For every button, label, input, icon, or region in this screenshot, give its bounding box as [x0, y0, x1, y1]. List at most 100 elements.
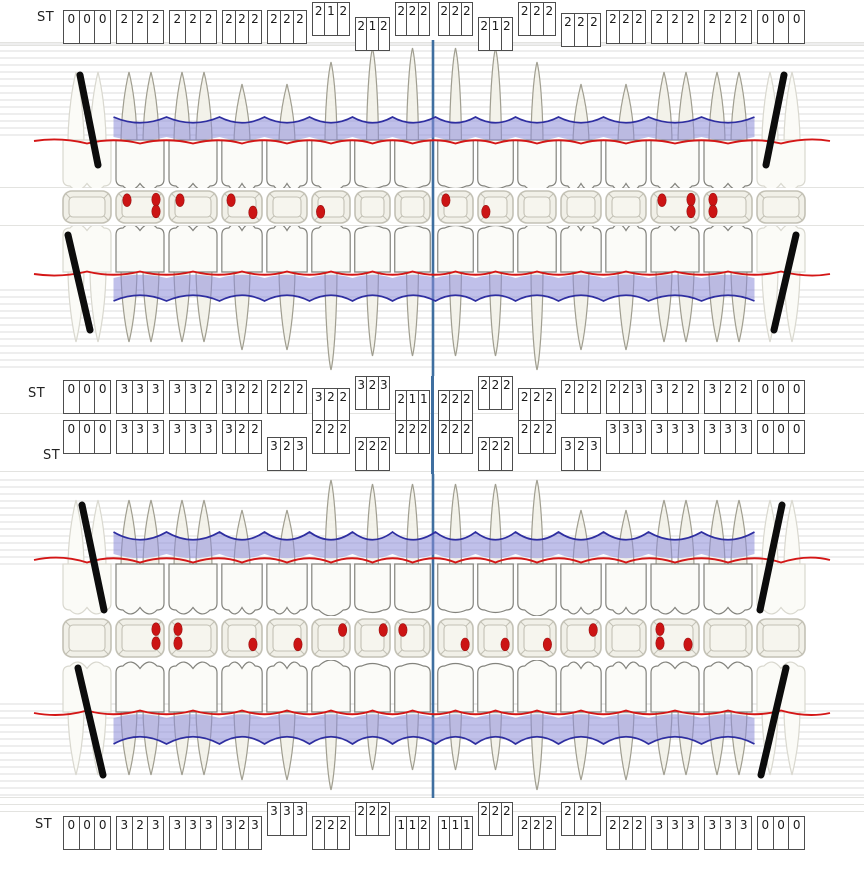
st-value-cell[interactable]: 3 [655, 382, 664, 396]
st-value-cell[interactable]: 3 [619, 421, 632, 453]
st-value-cell[interactable]: 2 [357, 19, 365, 33]
st-value-cell[interactable]: 2 [460, 421, 472, 453]
st-value-cell[interactable]: 3 [719, 421, 736, 453]
st-value-cell[interactable]: 2 [377, 803, 389, 835]
st-value-cell[interactable]: 2 [406, 3, 417, 35]
occlusal-tooth[interactable] [560, 618, 602, 658]
st-value-cell[interactable]: 0 [772, 381, 789, 413]
st-value-cell[interactable]: 3 [293, 438, 306, 470]
st-value-cell[interactable]: 2 [520, 390, 529, 404]
st-value-cell[interactable]: 2 [200, 381, 216, 413]
st-value-cell[interactable]: 2 [235, 421, 248, 453]
st-value-cell[interactable]: 2 [609, 12, 617, 26]
st-value-cell[interactable]: 0 [761, 12, 770, 26]
st-value-cell[interactable]: 3 [147, 817, 163, 849]
st-value-cell[interactable]: 3 [147, 381, 163, 413]
occlusal-tooth[interactable] [266, 618, 308, 658]
st-value-cell[interactable]: 3 [377, 377, 389, 409]
st-value-cell[interactable]: 0 [94, 817, 110, 849]
st-value-cell[interactable]: 3 [564, 439, 572, 453]
occlusal-tooth[interactable] [394, 190, 431, 224]
st-value-cell[interactable]: 2 [366, 377, 377, 409]
st-value-cell[interactable]: 3 [184, 817, 201, 849]
st-value-cell[interactable]: 2 [406, 421, 417, 453]
st-value-cell[interactable]: 2 [248, 11, 261, 43]
st-value-cell[interactable]: 2 [682, 11, 698, 43]
st-value-cell[interactable]: 2 [235, 817, 248, 849]
st-value-cell[interactable]: 3 [632, 381, 645, 413]
st-value-cell[interactable]: 2 [280, 438, 293, 470]
occlusal-tooth[interactable] [62, 190, 112, 224]
st-value-cell[interactable]: 2 [235, 381, 248, 413]
occlusal-tooth[interactable] [115, 618, 165, 658]
st-value-cell[interactable]: 2 [131, 817, 148, 849]
st-value-cell[interactable]: 2 [314, 422, 323, 436]
st-value-cell[interactable]: 2 [377, 438, 389, 470]
st-value-cell[interactable]: 2 [225, 12, 233, 26]
st-value-cell[interactable]: 2 [489, 803, 500, 835]
occlusal-tooth[interactable] [266, 190, 308, 224]
st-value-cell[interactable]: 2 [314, 818, 323, 832]
st-value-cell[interactable]: 3 [225, 422, 233, 436]
st-value-cell[interactable]: 2 [366, 438, 377, 470]
st-value-cell[interactable]: 0 [94, 421, 110, 453]
st-value-cell[interactable]: 0 [94, 381, 110, 413]
st-value-cell[interactable]: 3 [248, 817, 261, 849]
st-value-cell[interactable]: 2 [336, 389, 349, 421]
st-value-cell[interactable]: 2 [314, 4, 323, 18]
st-value-cell[interactable]: 2 [120, 12, 129, 26]
st-value-cell[interactable]: 3 [120, 422, 129, 436]
st-value-cell[interactable]: 2 [542, 3, 555, 35]
st-value-cell[interactable]: 2 [200, 11, 216, 43]
occlusal-tooth[interactable] [115, 190, 165, 224]
st-value-cell[interactable]: 0 [772, 421, 789, 453]
st-value-cell[interactable]: 3 [666, 817, 683, 849]
st-value-cell[interactable]: 3 [587, 438, 600, 470]
st-value-cell[interactable]: 2 [248, 381, 261, 413]
st-value-cell[interactable]: 2 [397, 422, 405, 436]
st-value-cell[interactable]: 2 [440, 422, 448, 436]
occlusal-tooth[interactable] [477, 618, 514, 658]
st-value-cell[interactable]: 3 [735, 817, 751, 849]
tooth[interactable] [477, 226, 514, 357]
st-value-cell[interactable]: 2 [449, 3, 460, 35]
st-value-cell[interactable]: 2 [336, 421, 349, 453]
occlusal-tooth[interactable] [354, 190, 391, 224]
st-value-cell[interactable]: 3 [270, 804, 278, 818]
st-value-cell[interactable]: 2 [619, 381, 632, 413]
st-value-cell[interactable]: 2 [564, 804, 572, 818]
st-value-cell[interactable]: 1 [406, 817, 417, 849]
st-value-cell[interactable]: 0 [78, 817, 95, 849]
st-value-cell[interactable]: 0 [78, 11, 95, 43]
tooth[interactable] [437, 47, 474, 188]
st-value-cell[interactable]: 2 [530, 817, 542, 849]
st-value-cell[interactable]: 0 [67, 382, 76, 396]
tooth[interactable] [394, 47, 431, 188]
st-value-cell[interactable]: 2 [655, 12, 664, 26]
st-value-cell[interactable]: 2 [324, 421, 336, 453]
st-value-cell[interactable]: 2 [324, 817, 336, 849]
st-value-cell[interactable]: 2 [666, 381, 683, 413]
st-value-cell[interactable]: 2 [460, 391, 472, 423]
st-value-cell[interactable]: 3 [655, 818, 664, 832]
st-value-cell[interactable]: 3 [200, 817, 216, 849]
st-value-cell[interactable]: 3 [708, 422, 717, 436]
st-value-cell[interactable]: 1 [449, 817, 460, 849]
occlusal-tooth[interactable] [756, 190, 806, 224]
st-value-cell[interactable]: 1 [397, 818, 405, 832]
st-value-cell[interactable]: 3 [314, 390, 323, 404]
st-value-cell[interactable]: 2 [324, 389, 336, 421]
occlusal-tooth[interactable] [168, 190, 218, 224]
st-value-cell[interactable]: 2 [173, 12, 182, 26]
st-value-cell[interactable]: 0 [772, 11, 789, 43]
st-value-cell[interactable]: 3 [708, 382, 717, 396]
st-value-cell[interactable]: 2 [682, 381, 698, 413]
st-value-cell[interactable]: 0 [788, 381, 804, 413]
st-value-cell[interactable]: 2 [666, 11, 683, 43]
tooth[interactable] [477, 47, 514, 188]
st-value-cell[interactable]: 3 [682, 817, 698, 849]
st-value-cell[interactable]: 2 [489, 377, 500, 409]
occlusal-tooth[interactable] [311, 190, 351, 224]
st-value-cell[interactable]: 3 [280, 803, 293, 835]
occlusal-tooth[interactable] [560, 190, 602, 224]
